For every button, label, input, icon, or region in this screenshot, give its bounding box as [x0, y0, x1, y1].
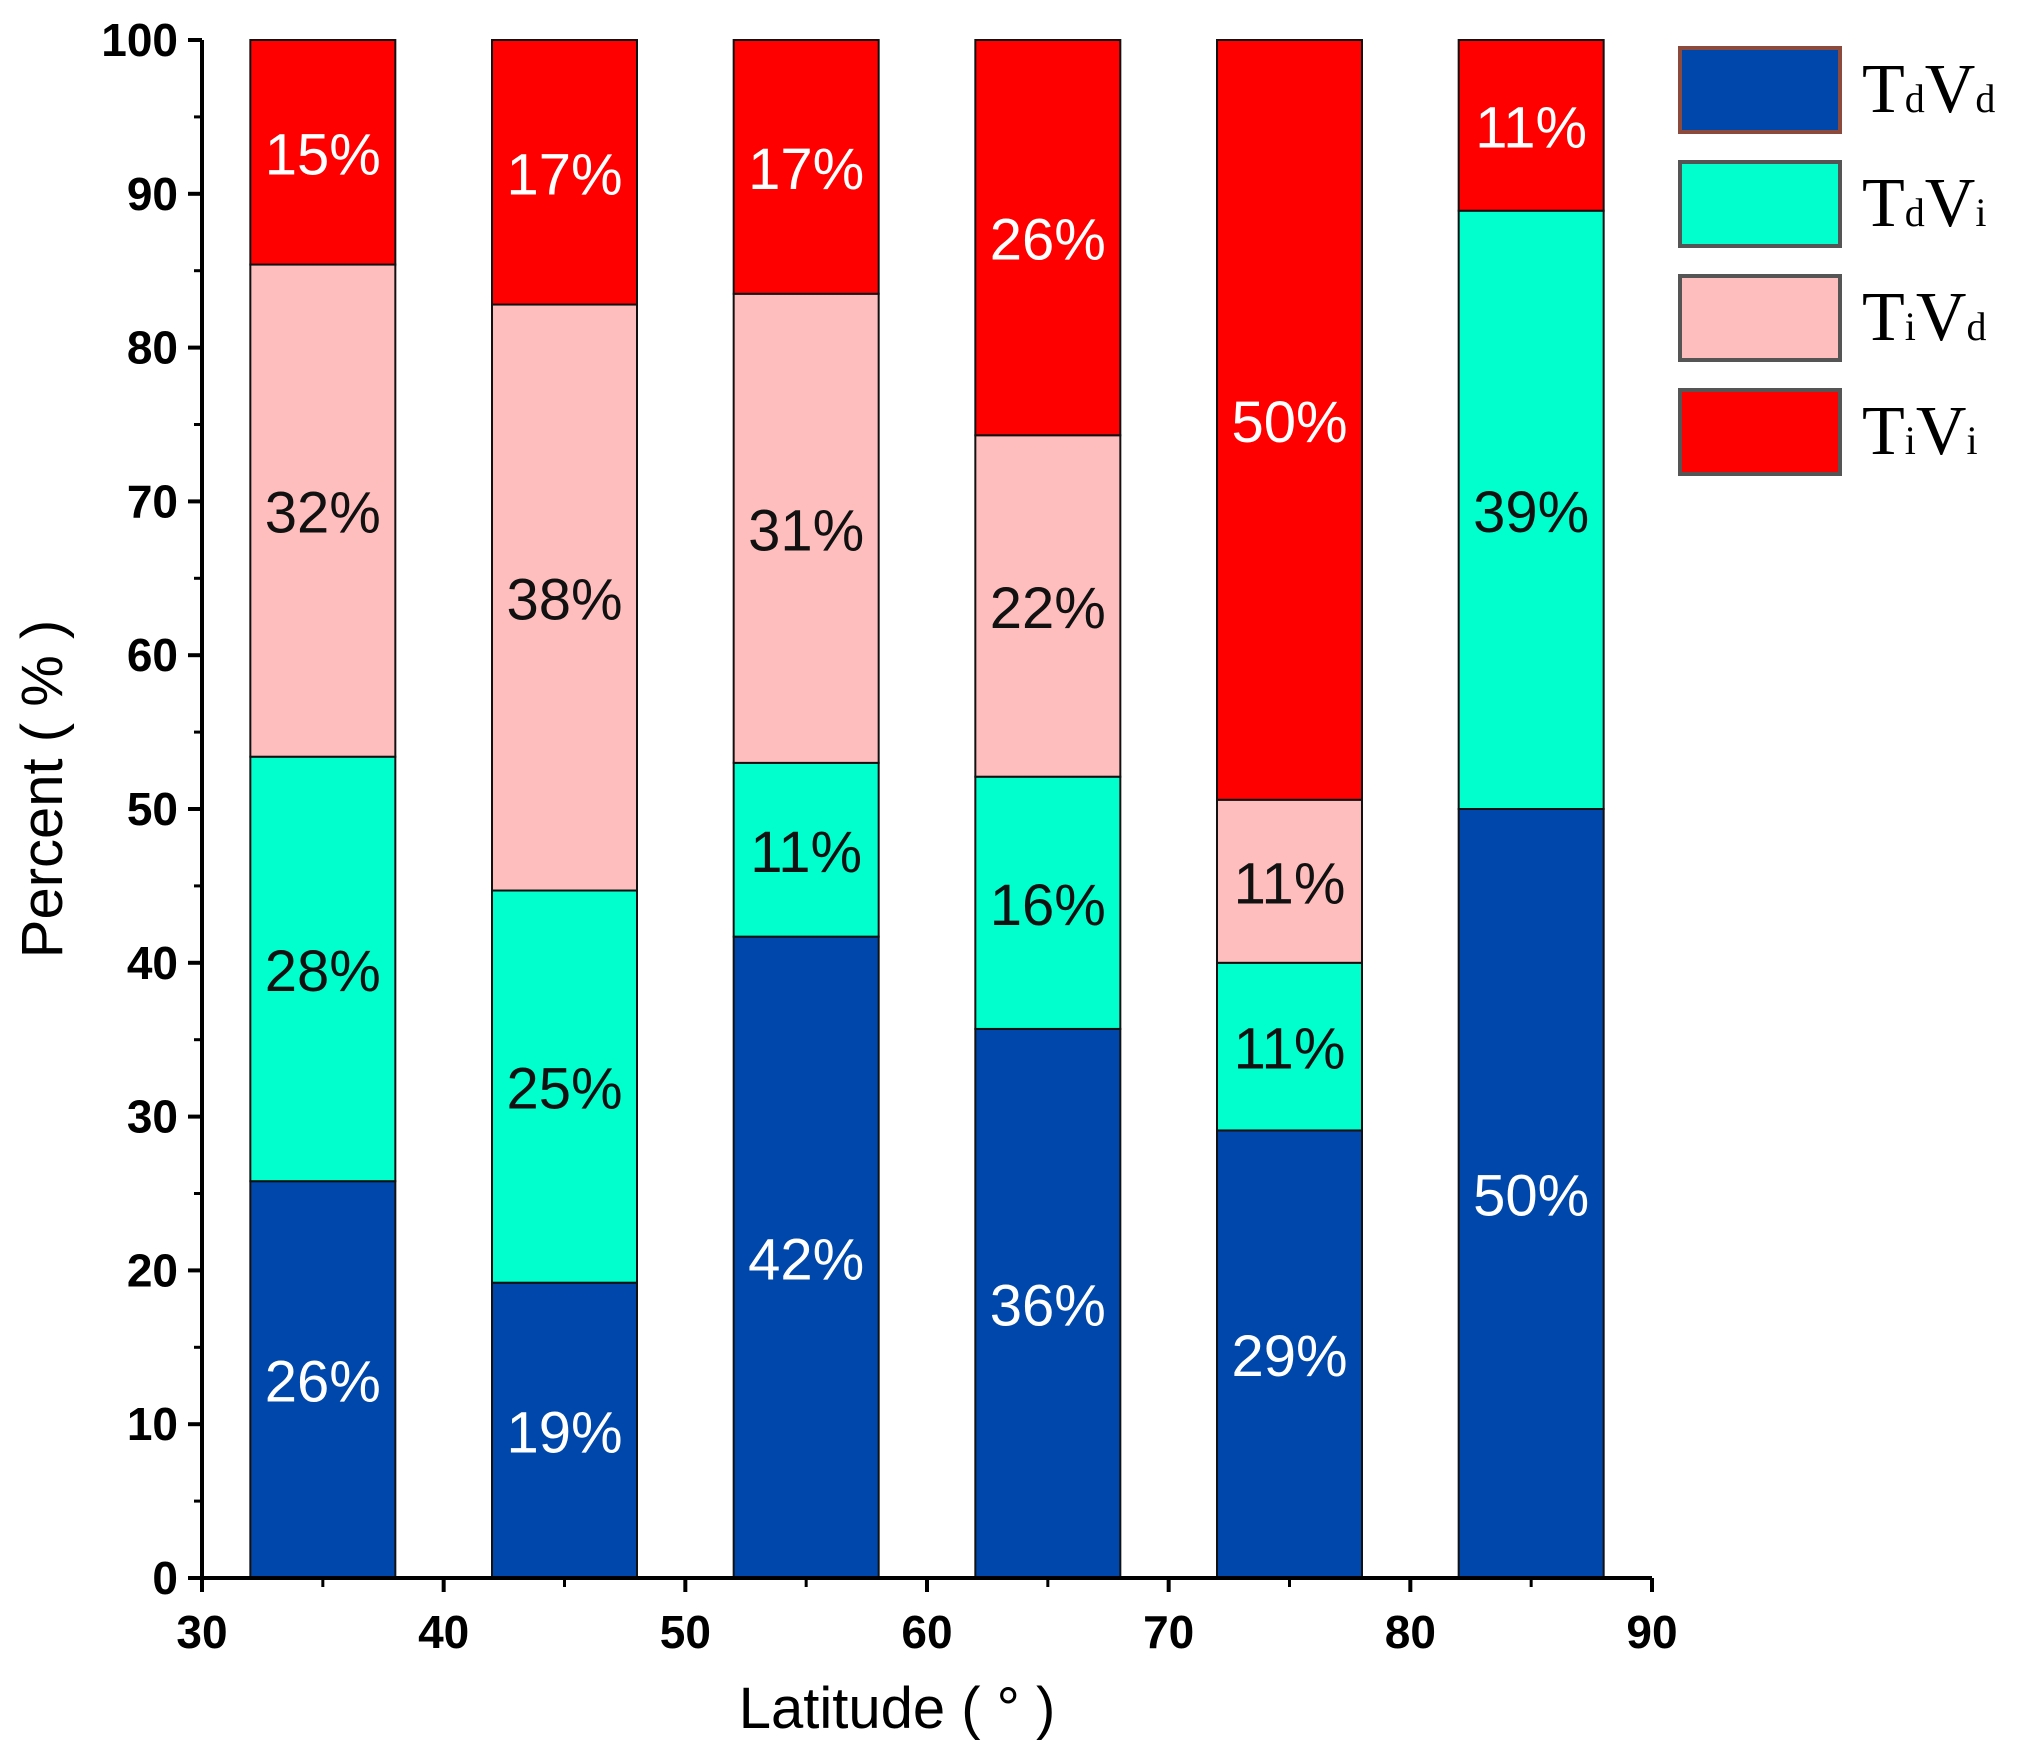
- y-tick-label: 70: [127, 475, 178, 527]
- x-tick-label: 30: [176, 1606, 227, 1658]
- x-axis-title: Latitude ( ° ): [739, 1676, 1056, 1741]
- data-label-tivi-75: 50%: [1231, 390, 1347, 455]
- data-label-tdvd-75: 29%: [1231, 1324, 1347, 1389]
- data-label-tivi-45: 17%: [506, 142, 622, 207]
- bar-segment-tdvi-55: [732, 761, 880, 938]
- data-label-tdvd-55: 42%: [748, 1227, 864, 1292]
- x-tick-label: 60: [901, 1606, 952, 1658]
- bar-segment-tdvd-35: [249, 1180, 397, 1580]
- data-label-tivd-75: 11%: [1234, 851, 1346, 916]
- legend-label: TdVd: [1862, 51, 1995, 128]
- legend-item-tivi: TiVi: [1678, 388, 1978, 476]
- data-label-tdvd-65: 36%: [990, 1273, 1106, 1338]
- data-label-tdvi-35: 28%: [265, 939, 381, 1004]
- y-axis-title: Percent ( % ): [10, 620, 75, 958]
- x-tick-label: 80: [1385, 1606, 1436, 1658]
- bar-segment-tdvi-45: [491, 889, 638, 1284]
- axes-layer: 0 10 20 30 40 50 60 70 80 90 100 30 40 50 60 70 80 90 Lati…: [10, 14, 1678, 1741]
- data-label-tivi-85: 11%: [1475, 95, 1587, 160]
- data-label-tdvi-75: 11%: [1234, 1017, 1346, 1082]
- data-label-tivi-35: 15%: [265, 122, 381, 187]
- legend-label: TiVi: [1862, 393, 1978, 470]
- bar-segment-tivi-75: [1216, 39, 1363, 801]
- y-tick-label: 60: [127, 629, 178, 681]
- bar-segment-tdvd-65: [974, 1027, 1122, 1579]
- bar-segment-tivi-35: [249, 39, 397, 266]
- bar-segment-tivi-55: [732, 39, 880, 295]
- y-tick-label: 0: [152, 1552, 178, 1604]
- data-label-tivd-55: 31%: [748, 498, 864, 563]
- legend: TdVd TdVi TiVd TiVi: [1678, 46, 1995, 476]
- bar-segment-tdvi-35: [249, 755, 397, 1183]
- bar-segment-tivi-45: [491, 39, 638, 306]
- data-label-tivd-65: 22%: [990, 576, 1106, 641]
- bar-segment-tdvd-85: [1457, 808, 1605, 1579]
- x-tick-label: 50: [660, 1606, 711, 1658]
- data-label-tivd-45: 38%: [506, 568, 622, 633]
- data-label-tivi-65: 26%: [990, 208, 1106, 273]
- bar-segment-tivi-65: [974, 39, 1122, 437]
- data-label-tdvi-55: 11%: [750, 820, 862, 885]
- y-tick-label: 90: [127, 168, 178, 220]
- bar-segment-tivi-85: [1457, 39, 1605, 212]
- bar-segment-tdvd-45: [491, 1281, 638, 1579]
- y-tick-label: 100: [101, 14, 178, 66]
- y-tick-label: 40: [127, 937, 178, 989]
- legend-item-tdvd: TdVd: [1678, 46, 1995, 134]
- bar-segment-tivd-55: [732, 292, 880, 764]
- data-label-tdvd-85: 50%: [1473, 1164, 1589, 1229]
- data-label-tdvi-65: 16%: [990, 873, 1106, 938]
- data-label-tivd-35: 32%: [265, 481, 381, 546]
- y-tick-label: 10: [127, 1398, 178, 1450]
- legend-swatch: [1678, 388, 1842, 476]
- data-label-tdvd-35: 26%: [265, 1350, 381, 1415]
- bar-segment-tdvi-75: [1216, 961, 1363, 1132]
- y-tick-label: 30: [127, 1091, 178, 1143]
- legend-label: TdVi: [1862, 165, 1986, 242]
- data-label-tivi-55: 17%: [748, 137, 864, 202]
- legend-item-tdvi: TdVi: [1678, 160, 1986, 248]
- legend-item-tivd: TiVd: [1678, 274, 1986, 362]
- data-label-tdvi-45: 25%: [506, 1057, 622, 1122]
- legend-swatch: [1678, 160, 1842, 248]
- x-tick-label: 70: [1143, 1606, 1194, 1658]
- legend-swatch: [1678, 274, 1842, 362]
- y-tick-label: 20: [127, 1244, 178, 1296]
- x-tick-label: 40: [418, 1606, 469, 1658]
- data-label-tdvd-45: 19%: [506, 1400, 622, 1465]
- bar-segment-tdvd-75: [1216, 1129, 1363, 1580]
- legend-swatch: [1678, 46, 1842, 134]
- legend-label: TiVd: [1862, 279, 1986, 356]
- bars-layer: [249, 39, 1605, 1580]
- x-tick-label: 90: [1626, 1606, 1677, 1658]
- bar-segment-tivd-65: [974, 434, 1122, 778]
- y-tick-label: 80: [127, 322, 178, 374]
- y-tick-label: 50: [127, 783, 178, 835]
- data-label-tdvi-85: 39%: [1473, 480, 1589, 545]
- bar-segment-tivd-75: [1216, 798, 1363, 964]
- bar-labels-layer: 26% 28% 32% 15% 19% 25% 38% 17% 42% 11% 31% 17% 36% 1…: [265, 95, 1589, 1465]
- bar-segment-tivd-45: [491, 303, 638, 892]
